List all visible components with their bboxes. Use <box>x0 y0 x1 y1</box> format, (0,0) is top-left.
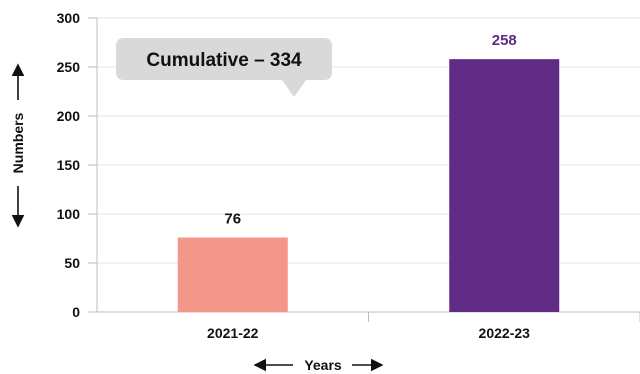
y-axis-title: Numbers <box>10 63 26 228</box>
annotation-bubble <box>116 38 332 97</box>
y-tick-label-200: 200 <box>57 108 81 124</box>
x-tick-label-2022-23: 2022-23 <box>479 325 531 341</box>
annotation-callout: Cumulative – 334 <box>116 38 332 97</box>
y-tick-label-100: 100 <box>57 206 81 222</box>
x-axis-label: Years <box>304 357 342 373</box>
x-axis-title: Years <box>253 357 384 373</box>
value-label-2022-23: 258 <box>492 32 517 49</box>
annotation-text: Cumulative – 334 <box>146 50 302 71</box>
y-tick-label-0: 0 <box>72 304 80 320</box>
y-tick-label-300: 300 <box>57 10 81 26</box>
bar-2021-22 <box>177 237 288 312</box>
bars <box>177 59 560 312</box>
labels: 0 50 100 150 200 250 300 2021-22 76 2022-23 258 <box>57 10 531 341</box>
x-tick-label-2021-22: 2021-22 <box>207 325 259 341</box>
y-tick-label-250: 250 <box>57 59 81 75</box>
value-label-2021-22: 76 <box>224 211 241 228</box>
y-tick-label-150: 150 <box>57 157 81 173</box>
y-tick-label-50: 50 <box>64 255 80 271</box>
bar-2022-23 <box>449 59 560 312</box>
y-axis-label: Numbers <box>10 112 26 173</box>
